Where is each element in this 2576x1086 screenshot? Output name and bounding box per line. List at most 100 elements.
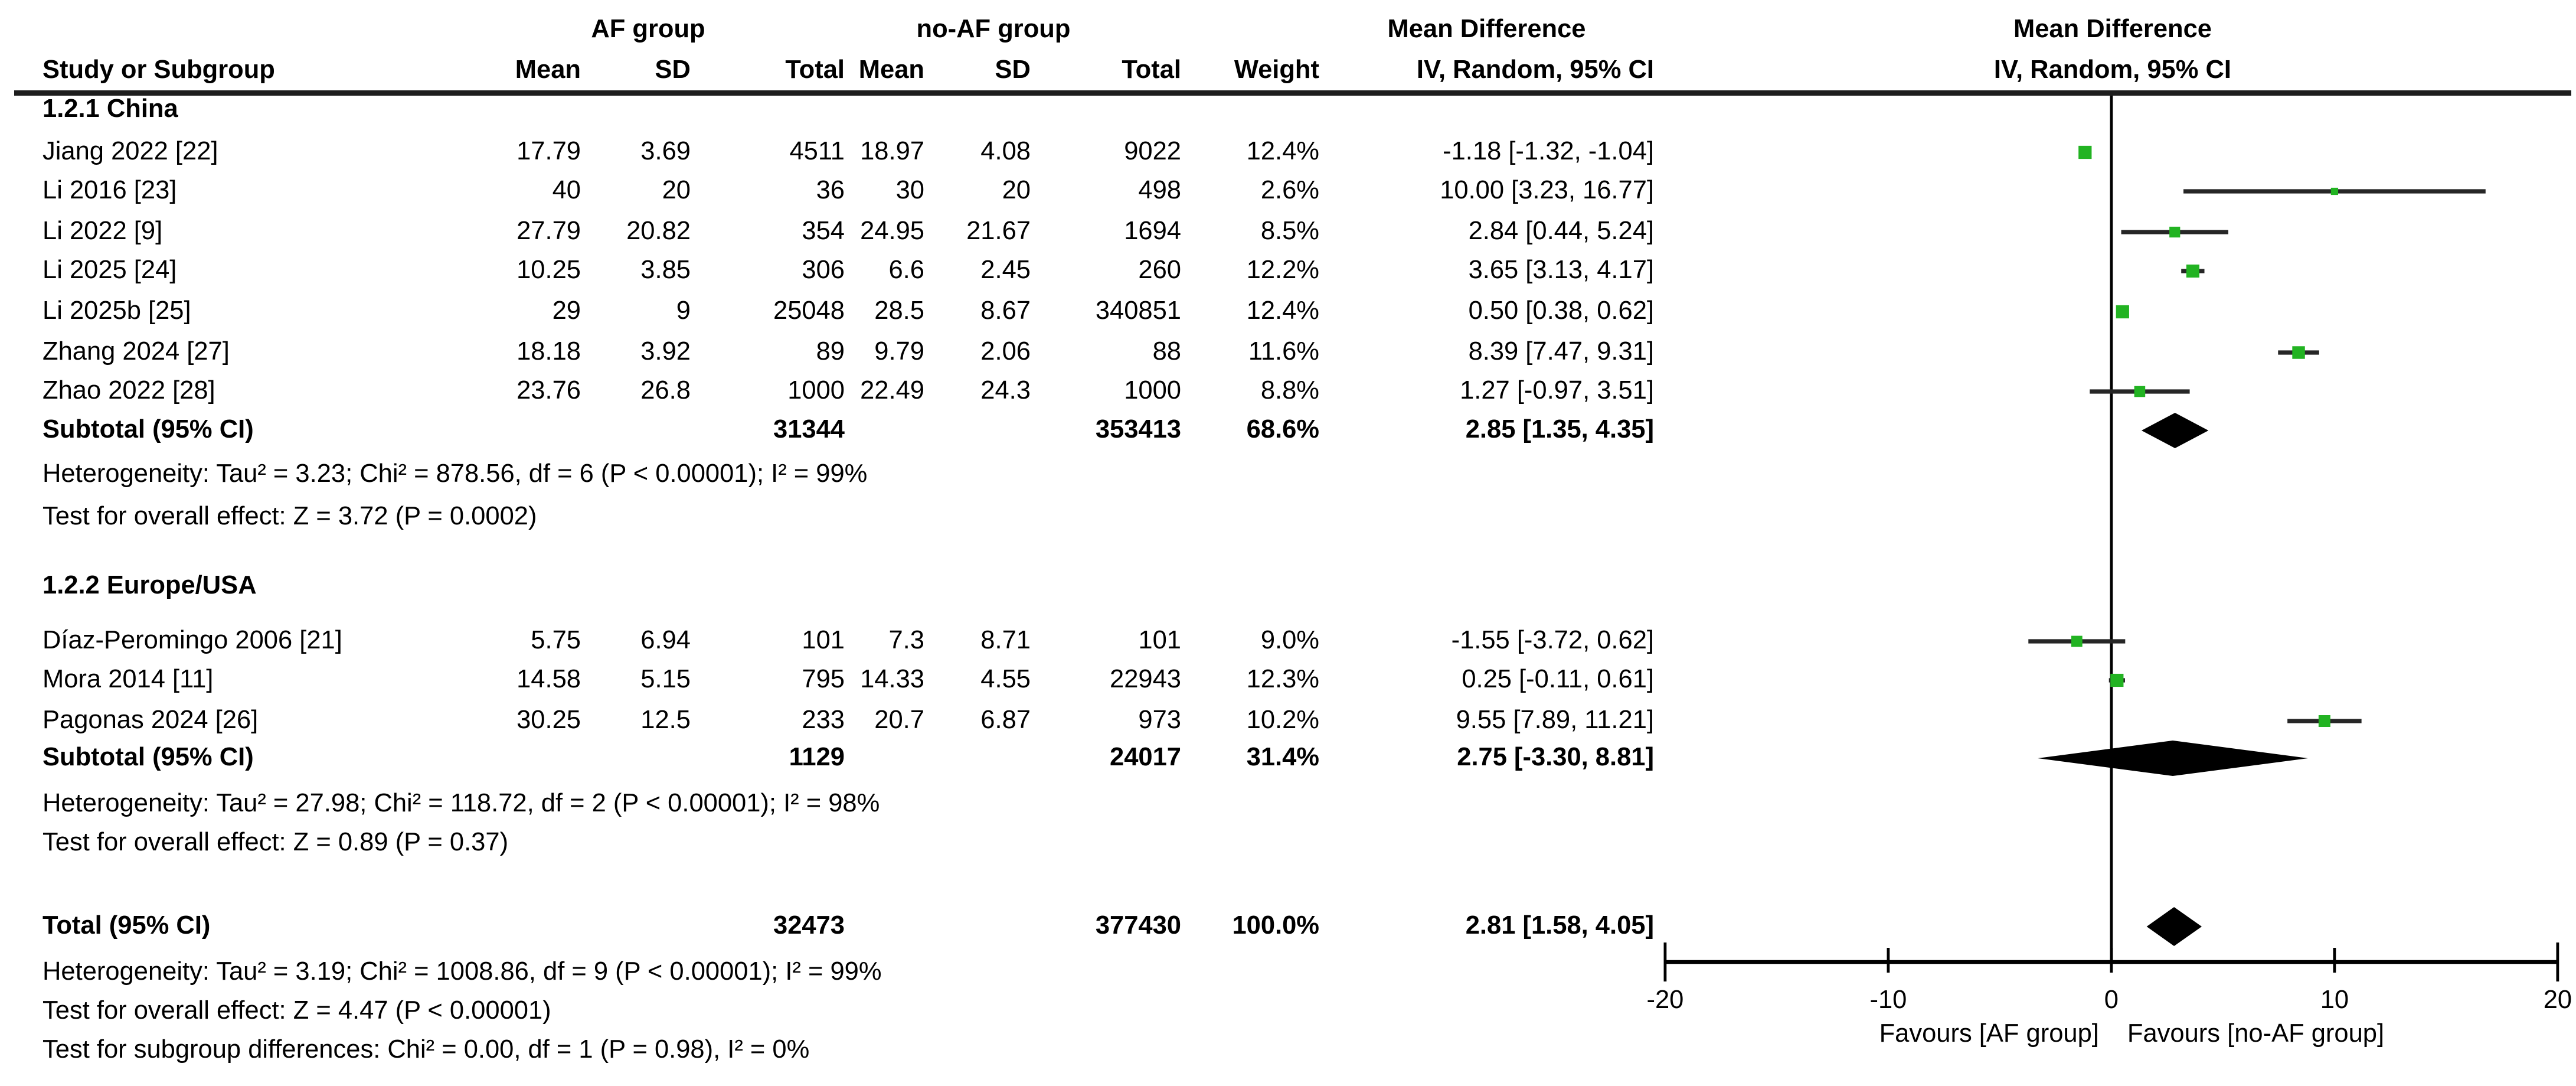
weight-column-header: Weight: [1234, 57, 1319, 85]
af-mean: 29: [552, 298, 581, 326]
effect-marker: [2134, 386, 2146, 397]
noaf-total: 260: [1138, 257, 1181, 285]
study-row: Li 2022 [9] 27.79 20.82 354 24.95 21.67 1694 8.…: [0, 213, 1665, 252]
subtotal-af-total: 31344: [773, 416, 845, 445]
af-mean: 14.58: [516, 666, 581, 694]
noaf-mean: 28.5: [874, 298, 924, 326]
af-sd: 5.15: [640, 666, 691, 694]
af-group-header: AF group: [591, 16, 705, 44]
axis-tick-label: 10: [2320, 986, 2349, 1014]
subtotal-weight: 31.4%: [1246, 744, 1319, 772]
study-name: Pagonas 2024 [26]: [43, 707, 259, 735]
md-column-subheader: IV, Random, 95% CI: [1416, 57, 1654, 85]
subgroup-differences-note: Test for subgroup differences: Chi² = 0.…: [43, 1036, 810, 1065]
af-mean: 10.25: [516, 257, 581, 285]
overall-effect-row: Test for overall effect: Z = 0.89 (P = 0…: [0, 824, 1665, 863]
md-ci: -1.55 [-3.72, 0.62]: [1451, 627, 1654, 655]
study-row: Li 2016 [23] 40 20 36 30 20 498 2.6% 10.00 [3.23…: [0, 172, 1665, 211]
section-label: 1.2.1 China: [43, 96, 178, 124]
md-ci: 0.25 [-0.11, 0.61]: [1462, 666, 1654, 694]
effect-marker: [2078, 145, 2092, 159]
noaf-mean: 6.6: [888, 257, 924, 285]
af-mean: 27.79: [516, 218, 581, 246]
noaf-total: 973: [1138, 707, 1181, 735]
noaf-sd: 2.06: [980, 338, 1031, 367]
af-total-header: Total: [785, 57, 845, 85]
subtotal-md-ci: 2.85 [1.35, 4.35]: [1465, 416, 1654, 445]
study-name: Li 2016 [23]: [43, 177, 177, 206]
noaf-total: 9022: [1124, 138, 1181, 167]
axis-tick-label: 0: [2104, 986, 2119, 1014]
study-row: Pagonas 2024 [26] 30.25 12.5 233 20.7 6.87 973…: [0, 702, 1665, 741]
effect-marker: [2318, 715, 2330, 728]
subtotal-af-total: 1129: [789, 744, 845, 772]
study-column-header: Study or Subgroup: [43, 57, 275, 85]
noaf-total: 1000: [1124, 377, 1181, 406]
af-mean: 23.76: [516, 377, 581, 406]
md-column-title: Mean Difference: [1387, 16, 1586, 44]
noaf-mean: 24.95: [860, 218, 924, 246]
weight: 9.0%: [1260, 627, 1319, 655]
study-name: Jiang 2022 [22]: [43, 138, 218, 167]
noaf-sd: 20: [1002, 177, 1031, 206]
effect-marker: [2116, 305, 2129, 319]
md-ci: -1.18 [-1.32, -1.04]: [1443, 138, 1654, 167]
noaf-mean: 14.33: [860, 666, 924, 694]
noaf-sd: 8.67: [980, 298, 1031, 326]
af-mean: 40: [552, 177, 581, 206]
plot-subtitle: IV, Random, 95% CI: [1993, 57, 2232, 85]
overall-effect-row: Test for overall effect: Z = 3.72 (P = 0…: [0, 498, 1665, 537]
weight: 8.8%: [1260, 377, 1319, 406]
noaf-mean: 9.79: [874, 338, 924, 367]
weight: 8.5%: [1260, 218, 1319, 246]
effect-marker: [2186, 264, 2199, 278]
effect-marker: [2110, 673, 2124, 687]
af-mean: 5.75: [531, 627, 581, 655]
plot-title: Mean Difference: [2013, 16, 2212, 44]
study-name: Zhao 2022 [28]: [43, 377, 215, 406]
axis-tick-label: 20: [2544, 986, 2572, 1014]
noaf-sd: 8.71: [980, 627, 1031, 655]
section-label: 1.2.2 Europe/USA: [43, 572, 257, 601]
noaf-mean: 18.97: [860, 138, 924, 167]
noaf-sd: 6.87: [980, 707, 1031, 735]
total-af-total: 32473: [773, 912, 845, 941]
af-sd: 12.5: [640, 707, 691, 735]
af-sd: 3.69: [640, 138, 691, 167]
subtotal-label: Subtotal (95% CI): [43, 744, 254, 772]
effect-marker: [2071, 635, 2083, 647]
study-row: Díaz-Peromingo 2006 [21] 5.75 6.94 101 7.3 8.…: [0, 622, 1665, 661]
af-sd-header: SD: [655, 57, 691, 85]
noaf-total: 22943: [1110, 666, 1181, 694]
af-total: 25048: [773, 298, 845, 326]
axis-tick-label: -20: [1646, 986, 1683, 1014]
noaf-total: 498: [1138, 177, 1181, 206]
md-ci: 9.55 [7.89, 11.21]: [1456, 707, 1654, 735]
weight: 12.4%: [1246, 298, 1319, 326]
study-row: Zhao 2022 [28] 23.76 26.8 1000 22.49 24.3 1000…: [0, 372, 1665, 411]
subtotal-weight: 68.6%: [1246, 416, 1319, 445]
subtotal-noaf-total: 353413: [1095, 416, 1181, 445]
study-row: Jiang 2022 [22] 17.79 3.69 4511 18.97 4.08 902…: [0, 133, 1665, 172]
noaf-total: 340851: [1095, 298, 1181, 326]
weight: 2.6%: [1260, 177, 1319, 206]
noaf-total: 101: [1138, 627, 1181, 655]
md-ci: 1.27 [-0.97, 3.51]: [1460, 377, 1654, 406]
md-ci: 3.65 [3.13, 4.17]: [1468, 257, 1654, 285]
af-total: 4511: [789, 138, 845, 167]
md-ci: 10.00 [3.23, 16.77]: [1440, 177, 1654, 206]
subtotal-label: Subtotal (95% CI): [43, 416, 254, 445]
af-total: 354: [802, 218, 845, 246]
heterogeneity-row: Heterogeneity: Tau² = 3.23; Chi² = 878.5…: [0, 455, 1665, 494]
study-row: Li 2025b [25] 29 9 25048 28.5 8.67 340851 12.4%…: [0, 292, 1665, 331]
favours-left-label: Favours [AF group]: [1879, 1019, 2099, 1048]
heterogeneity-note: Heterogeneity: Tau² = 27.98; Chi² = 118.…: [43, 790, 880, 818]
af-sd: 6.94: [640, 627, 691, 655]
subtotal-noaf-total: 24017: [1110, 744, 1181, 772]
af-total: 306: [802, 257, 845, 285]
total-noaf-total: 377430: [1095, 912, 1181, 941]
noaf-group-header: no-AF group: [916, 16, 1071, 44]
section-label-row: 1.2.2 Europe/USA: [0, 567, 1665, 606]
